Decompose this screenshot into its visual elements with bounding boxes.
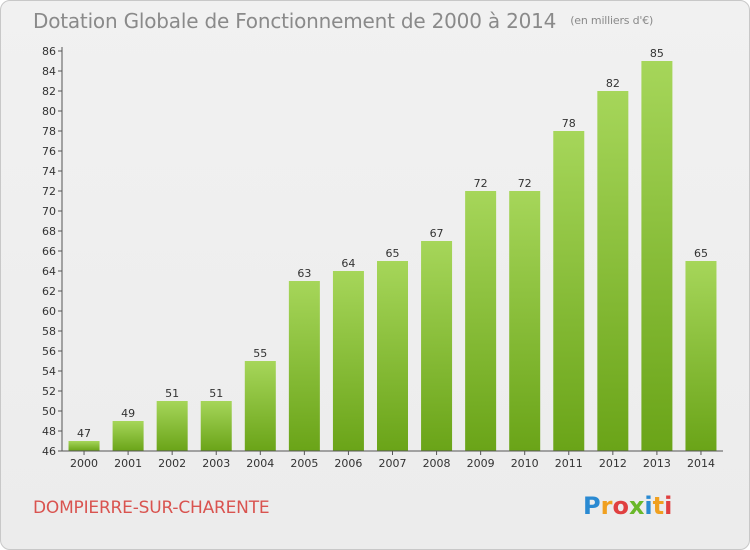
logo-letter: i bbox=[644, 492, 653, 520]
x-tick-label: 2004 bbox=[246, 457, 274, 470]
y-tick-label: 56 bbox=[42, 345, 56, 358]
chart-title: Dotation Globale de Fonctionnement de 20… bbox=[33, 9, 653, 33]
x-tick-label: 2001 bbox=[114, 457, 142, 470]
y-tick-label: 64 bbox=[42, 265, 56, 278]
y-tick-label: 54 bbox=[42, 365, 56, 378]
bar-2001 bbox=[112, 421, 144, 451]
bar-value-label: 65 bbox=[694, 247, 708, 260]
bar-2010 bbox=[509, 191, 541, 451]
bar-2002 bbox=[156, 401, 188, 451]
bar-value-label: 47 bbox=[77, 427, 91, 440]
bar-2013 bbox=[641, 61, 673, 451]
x-tick-label: 2003 bbox=[202, 457, 230, 470]
y-tick-label: 70 bbox=[42, 205, 56, 218]
bar-2011 bbox=[553, 131, 585, 451]
logo-letter: P bbox=[583, 492, 601, 520]
y-tick-label: 86 bbox=[42, 45, 56, 58]
y-tick-label: 62 bbox=[42, 285, 56, 298]
y-tick-label: 50 bbox=[42, 405, 56, 418]
bar-value-label: 51 bbox=[209, 387, 223, 400]
x-tick-label: 2012 bbox=[599, 457, 627, 470]
bar-2012 bbox=[597, 91, 629, 451]
logo-letter: i bbox=[664, 492, 673, 520]
x-tick-label: 2006 bbox=[334, 457, 362, 470]
x-tick-label: 2007 bbox=[379, 457, 407, 470]
bar-value-label: 67 bbox=[430, 227, 444, 240]
bar-2006 bbox=[332, 271, 364, 451]
bar-value-label: 78 bbox=[562, 117, 576, 130]
logo-letter: t bbox=[652, 492, 665, 520]
y-tick-label: 48 bbox=[42, 425, 56, 438]
y-tick-label: 82 bbox=[42, 85, 56, 98]
logo-letter: x bbox=[628, 492, 645, 520]
y-tick-label: 52 bbox=[42, 385, 56, 398]
bar-2000 bbox=[68, 441, 100, 451]
bar-value-label: 64 bbox=[341, 257, 355, 270]
y-tick-label: 80 bbox=[42, 105, 56, 118]
y-tick-label: 68 bbox=[42, 225, 56, 238]
y-tick-label: 78 bbox=[42, 125, 56, 138]
bar-2004 bbox=[244, 361, 276, 451]
logo-letter: o bbox=[612, 492, 629, 520]
y-axis-ticks: 46 48 50 52 54 56 58 60 62 64 66 68 70 72 74 76 78 80 82 84… bbox=[42, 45, 62, 458]
city-name: DOMPIERRE-SUR-CHARENTE bbox=[33, 498, 270, 518]
bar-2007 bbox=[377, 261, 408, 451]
bar-2008 bbox=[421, 241, 453, 451]
bar-2005 bbox=[288, 281, 320, 451]
y-tick-label: 66 bbox=[42, 245, 56, 258]
x-tick-label: 2013 bbox=[643, 457, 671, 470]
bar-2003 bbox=[200, 401, 232, 451]
y-tick-label: 60 bbox=[42, 305, 56, 318]
bar-value-label: 82 bbox=[606, 77, 620, 90]
logo-letter: r bbox=[600, 492, 613, 520]
proxiti-logo[interactable]: Proxiti bbox=[583, 492, 672, 520]
bar-value-label: 49 bbox=[121, 407, 135, 420]
bar-value-label: 63 bbox=[297, 267, 311, 280]
bars: 47 49 51 51 55 63 64 65 67 72 72 78 82 85 65 bbox=[68, 47, 717, 451]
bar-value-label: 72 bbox=[518, 177, 532, 190]
bar-value-label: 55 bbox=[253, 347, 267, 360]
y-tick-label: 46 bbox=[42, 445, 56, 458]
y-tick-label: 74 bbox=[42, 165, 56, 178]
x-tick-label: 2011 bbox=[555, 457, 583, 470]
x-axis-ticks: 2000 2001 2002 2003 2004 2005 2006 2007 2008 2009… bbox=[70, 451, 715, 470]
bar-value-label: 65 bbox=[386, 247, 400, 260]
y-tick-label: 84 bbox=[42, 65, 56, 78]
chart-title-text: Dotation Globale de Fonctionnement de 20… bbox=[33, 9, 557, 33]
y-tick-label: 76 bbox=[42, 145, 56, 158]
x-tick-label: 2002 bbox=[158, 457, 186, 470]
bar-2009 bbox=[465, 191, 497, 451]
x-tick-label: 2009 bbox=[467, 457, 495, 470]
x-tick-label: 2008 bbox=[423, 457, 451, 470]
bar-value-label: 51 bbox=[165, 387, 179, 400]
x-tick-label: 2014 bbox=[687, 457, 715, 470]
bar-value-label: 72 bbox=[474, 177, 488, 190]
bar-2014 bbox=[685, 261, 717, 451]
x-tick-label: 2005 bbox=[290, 457, 318, 470]
x-tick-label: 2000 bbox=[70, 457, 98, 470]
bar-value-label: 85 bbox=[650, 47, 664, 60]
chart-unit: (en milliers d'€) bbox=[570, 14, 654, 27]
y-tick-label: 58 bbox=[42, 325, 56, 338]
x-tick-label: 2010 bbox=[511, 457, 539, 470]
y-tick-label: 72 bbox=[42, 185, 56, 198]
